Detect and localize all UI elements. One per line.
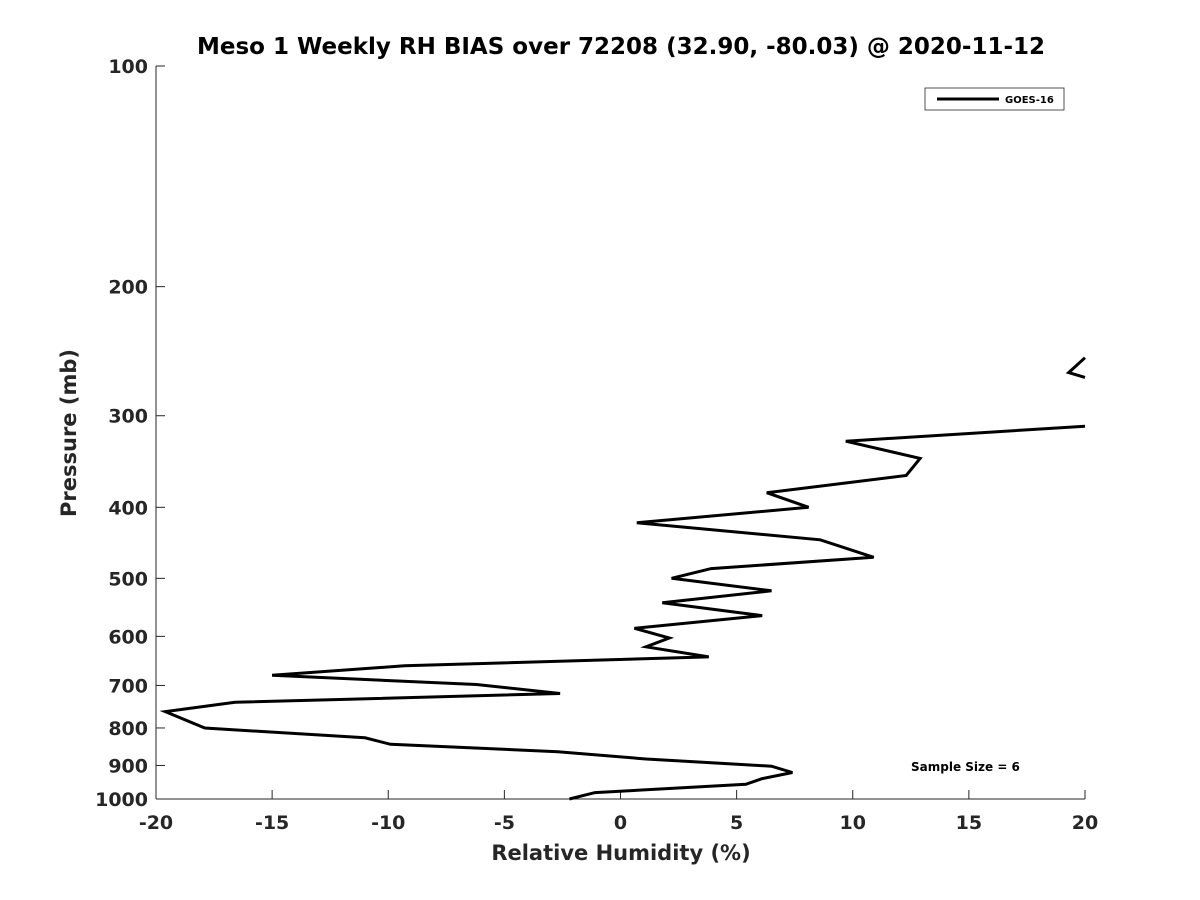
y-tick-label: 1000 xyxy=(95,789,148,811)
y-tick-label: 500 xyxy=(108,568,148,590)
y-axis-label: Pressure (mb) xyxy=(57,349,81,517)
y-axis-ticks: 100 200 300 400 500 600 700 800 900 1000 xyxy=(95,56,165,811)
chart-title: Meso 1 Weekly RH BIAS over 72208 (32.90,… xyxy=(197,34,1045,60)
y-tick-label: 900 xyxy=(108,755,148,777)
legend: GOES-16 xyxy=(924,87,1065,111)
x-axis-ticks: -20 -15 -10 -5 0 5 10 15 20 xyxy=(139,790,1098,834)
y-tick-label: 700 xyxy=(108,675,148,697)
x-tick-label: -10 xyxy=(371,812,405,834)
y-tick-label: 100 xyxy=(108,56,148,78)
x-tick-label: -15 xyxy=(255,812,289,834)
x-tick-label: 0 xyxy=(614,812,627,834)
series-line-goes16 xyxy=(159,424,1086,801)
y-tick-label: 600 xyxy=(108,626,148,648)
y-tick-label: 200 xyxy=(108,277,148,299)
sample-size-annotation: Sample Size = 6 xyxy=(911,760,1020,774)
legend-label-goes16: GOES-16 xyxy=(1005,95,1054,106)
x-tick-label: 20 xyxy=(1072,812,1098,834)
y-tick-label: 300 xyxy=(108,406,148,428)
x-axis-label: Relative Humidity (%) xyxy=(491,841,750,865)
x-tick-label: -5 xyxy=(494,812,515,834)
x-tick-label: 5 xyxy=(730,812,743,834)
y-tick-label: 800 xyxy=(108,718,148,740)
x-tick-label: 10 xyxy=(840,812,866,834)
series-lines xyxy=(159,356,1087,801)
y-tick-label: 400 xyxy=(108,497,148,519)
x-tick-label: -20 xyxy=(139,812,173,834)
series-line-goes16 xyxy=(1065,356,1087,379)
plot-area xyxy=(156,66,1085,799)
x-tick-label: 15 xyxy=(956,812,982,834)
